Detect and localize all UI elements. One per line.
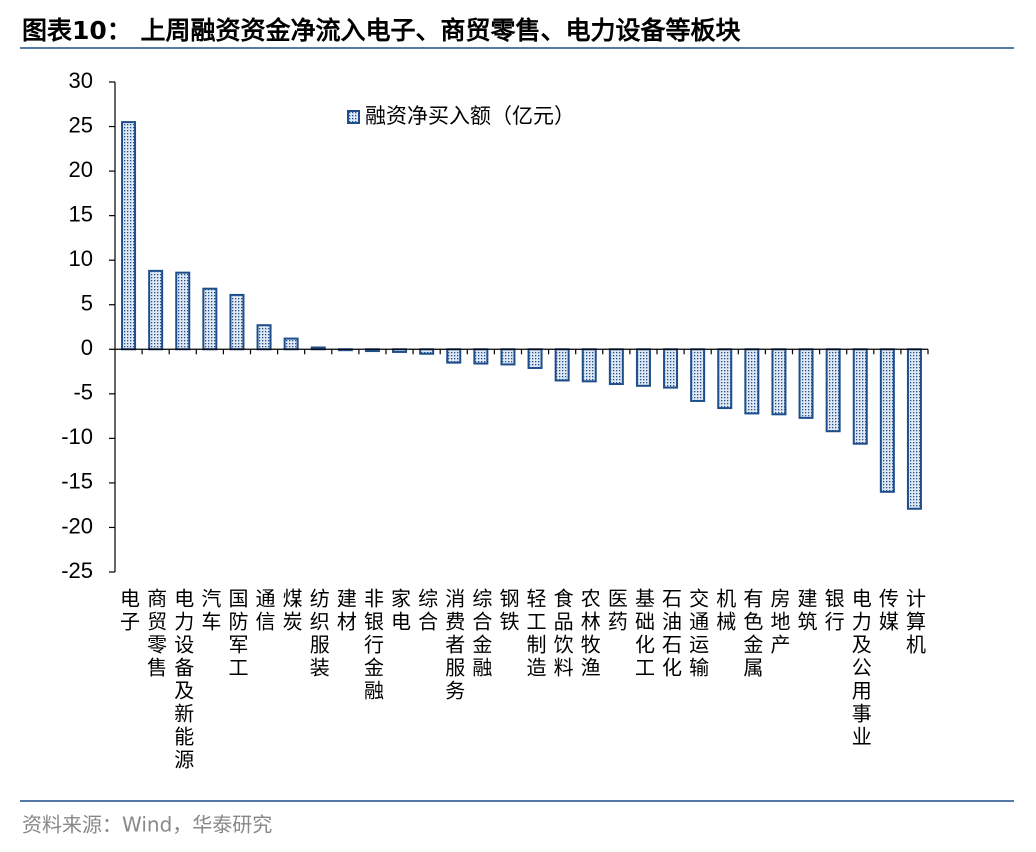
x-tick-label: 汽车	[198, 588, 222, 634]
y-tick-label: -15	[61, 469, 93, 494]
y-tick-label: 25	[69, 112, 93, 137]
bar	[635, 348, 651, 387]
x-tick-label: 农林牧渔	[577, 588, 601, 680]
x-tick-label: 通信	[252, 588, 276, 634]
x-tick-label: 传媒	[875, 588, 899, 634]
x-tick-label: 钢铁	[496, 588, 520, 634]
x-tick-label: 轻工制造	[523, 588, 547, 680]
bar	[229, 293, 245, 351]
y-tick-label: -20	[61, 513, 93, 538]
bar	[446, 348, 462, 364]
y-tick-label: -5	[73, 380, 93, 405]
bar	[500, 348, 516, 366]
x-tick-label: 综合	[415, 588, 439, 634]
bar	[663, 348, 679, 389]
title: 图表10： 上周融资资金净流入电子、商贸零售、电力设备等板块	[22, 16, 741, 45]
y-tick-label: 15	[69, 201, 93, 226]
x-tick-label: 国防军工	[225, 588, 249, 680]
x-tick-label: 医药	[604, 588, 628, 634]
source: 资料来源：Wind，华泰研究	[22, 813, 272, 837]
x-tick-label: 计算机	[902, 588, 926, 657]
bar	[717, 348, 733, 410]
bar	[256, 324, 272, 351]
y-tick-label: 0	[81, 335, 93, 360]
x-tick-label: 消费者服务	[442, 588, 466, 703]
x-tick-label: 建筑	[794, 588, 818, 634]
y-tick-label: 20	[69, 157, 93, 182]
x-tick-label: 银行	[821, 588, 845, 634]
bar	[771, 348, 787, 416]
bar	[283, 337, 299, 351]
y-tick-label: 30	[69, 68, 93, 93]
bar	[473, 348, 489, 365]
y-tick-label: 5	[81, 291, 93, 316]
x-tick-label: 电力设备及新能源	[171, 588, 195, 772]
x-tick-label: 交通运输	[686, 588, 710, 680]
x-tick-label: 商贸零售	[144, 588, 168, 680]
x-tick-label: 综合金融	[469, 588, 493, 680]
y-tick-label: -10	[61, 424, 93, 449]
bar	[419, 348, 435, 355]
x-tick-label: 基础化工	[631, 588, 655, 680]
bar	[608, 348, 624, 386]
bar	[879, 348, 895, 493]
bar	[852, 348, 868, 445]
bar	[581, 348, 597, 383]
bar	[175, 271, 191, 351]
bar	[202, 287, 218, 351]
x-tick-label: 纺织服装	[306, 588, 330, 680]
bar	[798, 348, 814, 419]
x-tick-label: 石油石化	[659, 588, 683, 680]
x-tick-label: 家电	[388, 588, 412, 634]
x-tick-label: 食品饮料	[550, 588, 574, 680]
y-tick-label: -25	[61, 558, 93, 583]
bar	[121, 121, 137, 351]
x-tick-label: 建材	[333, 588, 357, 634]
legend-swatch	[347, 110, 360, 124]
bar	[148, 269, 164, 351]
bar	[690, 348, 706, 402]
x-tick-label: 房地产	[767, 588, 791, 657]
x-tick-label: 有色金属	[740, 588, 764, 680]
legend-label: 融资净买入额（亿元）	[365, 104, 575, 128]
x-tick-label: 非银行金融	[360, 588, 384, 703]
bar	[906, 348, 922, 510]
x-tick-label: 煤炭	[279, 588, 303, 634]
y-tick-label: 10	[69, 246, 93, 271]
bar	[825, 348, 841, 433]
x-tick-label: 电力及公用事业	[848, 588, 872, 749]
x-tick-label: 机械	[713, 588, 737, 634]
bar	[527, 348, 543, 369]
x-tick-label: 电子	[117, 588, 141, 634]
bar	[744, 348, 760, 415]
bar	[554, 348, 570, 382]
